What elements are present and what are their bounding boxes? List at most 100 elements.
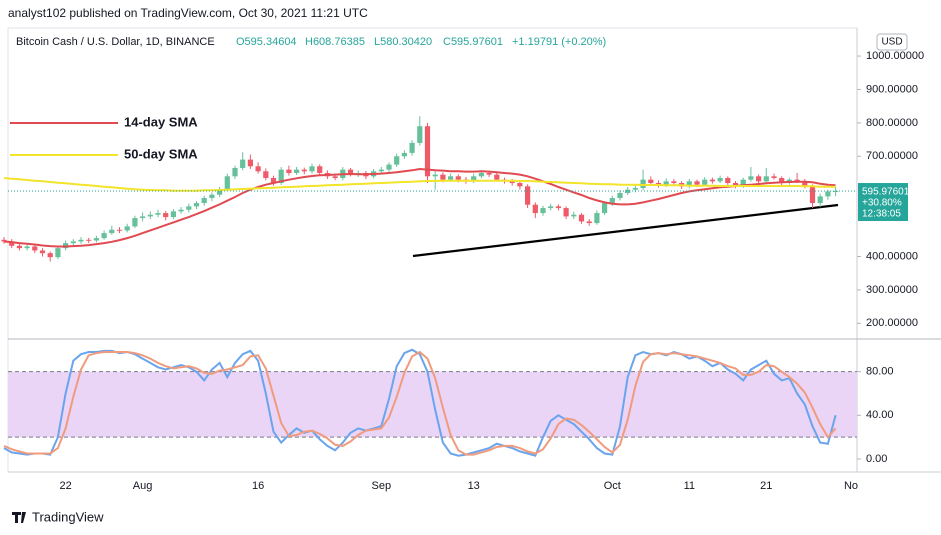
candle-body (255, 166, 261, 172)
candle-body (602, 203, 608, 214)
brand-logo (12, 512, 26, 523)
candle-body (132, 218, 138, 227)
y-tick-label: 900.00000 (866, 83, 918, 95)
candle-body (232, 167, 238, 177)
candle-body (517, 183, 523, 187)
x-tick-label: 13 (468, 480, 480, 492)
candle-body (263, 171, 269, 178)
y-tick-label: 400.00000 (866, 250, 918, 262)
x-tick-label: Aug (133, 480, 153, 492)
candle-body (109, 229, 115, 234)
candle-body (147, 214, 153, 217)
last-price-tag (858, 183, 908, 222)
candle-body (594, 213, 600, 224)
candle-body (771, 176, 777, 178)
candle-body (794, 179, 800, 182)
candle-body (548, 206, 554, 209)
change-value: +1.19791 (+0.20%) (512, 36, 606, 48)
candle-body (163, 213, 169, 218)
candle-body (648, 179, 654, 183)
legend-label: 50-day SMA (124, 146, 198, 161)
candle-body (702, 179, 708, 185)
candle-body (347, 169, 354, 175)
countdown-label: 12:38:05 (862, 209, 901, 220)
candle-body (178, 209, 184, 212)
candle-body (332, 176, 338, 178)
sma-line (3, 167, 836, 248)
candle-body (486, 172, 492, 175)
candle-body (578, 214, 585, 222)
trend-line (412, 203, 839, 258)
candle-body (1, 239, 7, 242)
candle-body (378, 169, 384, 172)
x-tick-label: Sep (372, 480, 392, 492)
candle-body (317, 166, 323, 173)
candle-body (70, 241, 76, 244)
candle-body (732, 183, 739, 187)
x-tick-label: 16 (252, 480, 264, 492)
candle-body (432, 174, 438, 177)
candle-body (170, 211, 176, 218)
close-value: C595.97601 (443, 36, 503, 48)
candle-body (86, 239, 92, 241)
candle-body (209, 194, 215, 199)
x-tick-label: 11 (684, 480, 695, 492)
candle-body (448, 176, 454, 180)
candle-body (140, 216, 146, 219)
candle-body (424, 126, 431, 177)
candle-body (93, 238, 99, 241)
candle-body (193, 203, 200, 207)
low-value: L580.30420 (374, 36, 432, 48)
candle-body (509, 181, 515, 183)
candle-body (586, 221, 592, 224)
candle-body (833, 191, 839, 193)
candle-body (671, 181, 677, 183)
candle-body (440, 174, 446, 180)
candle-body (709, 179, 715, 182)
candle-body (201, 198, 207, 204)
candle-body (401, 152, 407, 157)
candle-body (617, 193, 623, 199)
x-tick-label: 22 (59, 480, 71, 492)
candle-body (779, 177, 785, 183)
publisher: analyst102 published on TradingView.com,… (8, 6, 368, 20)
candle-body (555, 206, 561, 209)
candle-body (571, 214, 577, 217)
candle-body (217, 189, 223, 195)
legend-label: 14-day SMA (124, 114, 198, 129)
candle-body (240, 159, 246, 168)
candle-body (224, 176, 230, 190)
candle-body (494, 174, 500, 180)
candle-body (394, 156, 400, 165)
candle-body (686, 181, 692, 187)
candle-body (655, 183, 662, 185)
y-tick-label: 800.00000 (866, 117, 918, 129)
candle-body (278, 169, 284, 183)
symbol: Bitcoin Cash / U.S. Dollar, 1D, BINANCE (16, 36, 215, 48)
candle-body (471, 176, 477, 182)
candle-body (763, 176, 769, 182)
x-tick-label: Oct (604, 480, 621, 492)
candle-body (409, 142, 415, 153)
candle-body (309, 166, 315, 172)
candle-body (632, 188, 638, 190)
candle-body (802, 181, 808, 187)
candle-body (717, 177, 723, 182)
stoch-tick-label: 40.00 (866, 409, 894, 421)
candle-body (825, 191, 831, 197)
candle-body (640, 179, 646, 189)
candle-body (55, 248, 61, 258)
y-tick-label: 200.00000 (866, 317, 918, 329)
candle-body (756, 176, 762, 182)
candle-body (532, 204, 538, 214)
candle-body (740, 179, 746, 187)
currency: USD (881, 37, 902, 48)
currency-button[interactable] (876, 33, 908, 51)
candle-body (155, 213, 161, 215)
candle-body (694, 181, 700, 185)
candle-body (294, 169, 300, 173)
candle-body (563, 208, 569, 217)
candle-body (186, 206, 192, 210)
candle-body (32, 246, 38, 251)
